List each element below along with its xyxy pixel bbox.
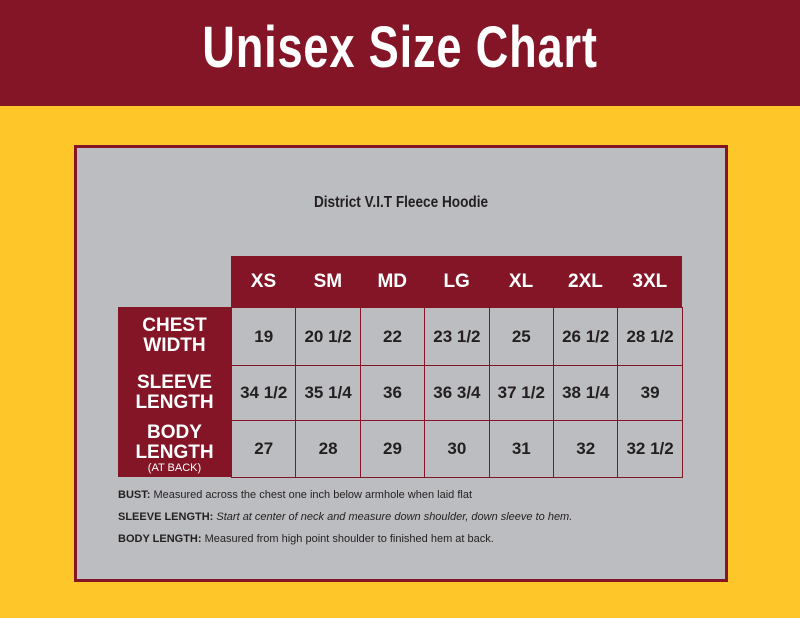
row-label-line: LENGTH [135, 441, 214, 463]
note: BODY LENGTH: Measured from high point sh… [118, 533, 494, 545]
row-label-line: BODY [147, 421, 202, 443]
column-header: 2XL [553, 256, 618, 307]
row-label-line: WIDTH [143, 335, 206, 356]
column-header: MD [359, 256, 425, 307]
row-label-line: CHEST [142, 315, 207, 337]
column-header: SM [295, 256, 361, 307]
table-cell: 34 1/2 [231, 365, 297, 421]
column-header: XL [488, 256, 554, 307]
product-title: District V.I.T Fleece Hoodie [313, 194, 489, 211]
note: SLEEVE LENGTH: Start at center of neck a… [118, 511, 572, 523]
row-label: BODY LENGTH (AT BACK) [118, 420, 231, 477]
table-cell: 30 [424, 420, 490, 478]
column-header: XS [231, 256, 296, 307]
row-label: SLEEVE LENGTH [118, 365, 231, 420]
row-label-line: SLEEVE [137, 371, 212, 393]
column-header: 3XL [617, 256, 683, 307]
title: Unisex Size Chart [202, 15, 598, 80]
header: Unisex Size Chart [0, 0, 800, 106]
panel: District V.I.T Fleece Hoodie XS SM MD LG XL 2… [74, 145, 728, 582]
table-cell: 36 [359, 365, 426, 421]
table-cell: 35 1/4 [295, 365, 361, 421]
note-text: Measured from high point shoulder to fin… [204, 533, 494, 545]
table-cell: 32 [553, 420, 619, 478]
table-cell: 22 [359, 307, 426, 366]
table-cell: 38 1/4 [553, 365, 619, 421]
row-label: CHEST WIDTH [118, 307, 231, 365]
column-header: LG [424, 256, 490, 307]
note: BUST: Measured across the chest one inch… [118, 489, 472, 501]
table-cell: 25 [488, 307, 554, 366]
note-label: SLEEVE LENGTH: [118, 511, 214, 523]
table-cell: 23 1/2 [424, 307, 490, 366]
table-cell: 28 [295, 420, 361, 478]
table-cell: 32 1/2 [617, 420, 683, 478]
table-cell: 31 [488, 420, 554, 478]
table-cell: 26 1/2 [553, 307, 619, 366]
table-cell: 19 [231, 307, 297, 366]
note-label: BODY LENGTH: [118, 533, 202, 545]
table-cell: 36 3/4 [424, 365, 490, 421]
note-label: BUST: [118, 489, 151, 501]
row-sublabel: (AT BACK) [147, 461, 202, 474]
note-text: Measured across the chest one inch below… [153, 489, 473, 501]
table-cell: 37 1/2 [488, 365, 554, 421]
table-cell: 28 1/2 [617, 307, 683, 366]
table-cell: 20 1/2 [295, 307, 361, 366]
table-cell: 29 [359, 420, 426, 478]
row-label-line: LENGTH [135, 391, 214, 413]
note-text: Start at center of neck and measure down… [216, 511, 573, 523]
table-cell: 27 [231, 420, 297, 478]
table-cell: 39 [617, 365, 683, 421]
